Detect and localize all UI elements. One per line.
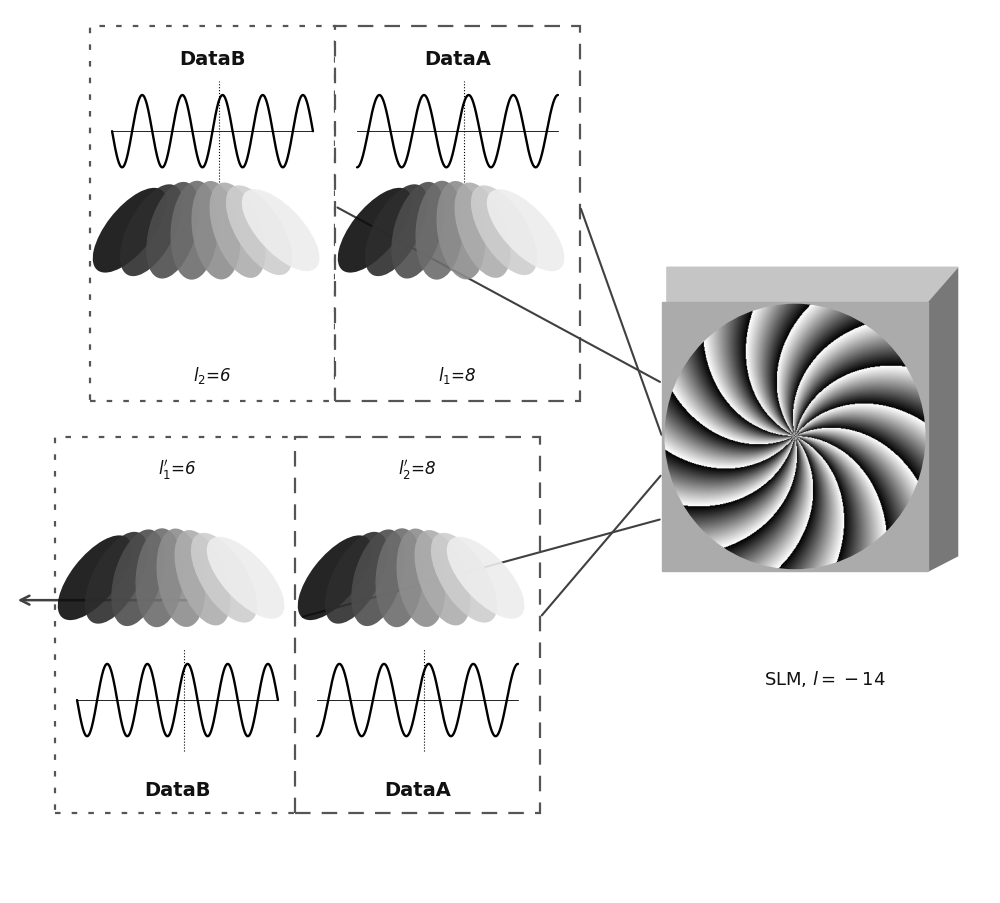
Ellipse shape: [415, 530, 470, 626]
Ellipse shape: [365, 185, 428, 277]
Ellipse shape: [415, 182, 463, 280]
Ellipse shape: [191, 534, 257, 623]
Ellipse shape: [396, 529, 445, 628]
Ellipse shape: [111, 530, 164, 627]
Ellipse shape: [93, 189, 167, 274]
Ellipse shape: [191, 182, 240, 280]
Ellipse shape: [135, 529, 183, 628]
Polygon shape: [928, 268, 958, 572]
Ellipse shape: [207, 537, 284, 619]
Ellipse shape: [447, 537, 524, 619]
FancyBboxPatch shape: [295, 438, 540, 813]
Ellipse shape: [338, 189, 412, 274]
Text: $l_1^{\prime}$=6: $l_1^{\prime}$=6: [158, 458, 197, 482]
Ellipse shape: [487, 190, 564, 272]
Text: $l_1$=8: $l_1$=8: [438, 365, 477, 386]
Ellipse shape: [391, 182, 444, 279]
FancyBboxPatch shape: [55, 438, 300, 813]
Text: SLM, $l=-14$: SLM, $l=-14$: [764, 668, 886, 688]
Ellipse shape: [210, 183, 265, 278]
Ellipse shape: [85, 532, 148, 624]
Ellipse shape: [455, 183, 510, 278]
Ellipse shape: [471, 186, 537, 275]
Polygon shape: [667, 268, 958, 303]
Ellipse shape: [120, 185, 183, 277]
Text: $l_2^{\prime}$=8: $l_2^{\prime}$=8: [398, 458, 437, 482]
Ellipse shape: [298, 535, 372, 620]
Text: DataA: DataA: [384, 780, 451, 799]
Ellipse shape: [146, 182, 199, 279]
Ellipse shape: [58, 535, 132, 620]
Text: DataA: DataA: [424, 50, 491, 69]
Ellipse shape: [325, 532, 388, 624]
FancyBboxPatch shape: [90, 27, 335, 402]
Ellipse shape: [431, 534, 497, 623]
Text: $l_2$=6: $l_2$=6: [193, 365, 232, 386]
Ellipse shape: [436, 182, 485, 280]
Text: DataB: DataB: [179, 50, 246, 69]
Ellipse shape: [242, 190, 319, 272]
Ellipse shape: [156, 529, 205, 628]
Text: DataB: DataB: [144, 780, 211, 799]
FancyBboxPatch shape: [335, 27, 580, 402]
Ellipse shape: [170, 182, 218, 280]
Ellipse shape: [226, 186, 292, 275]
Ellipse shape: [175, 530, 230, 626]
Polygon shape: [662, 303, 928, 572]
Ellipse shape: [375, 529, 423, 628]
Ellipse shape: [351, 530, 404, 627]
